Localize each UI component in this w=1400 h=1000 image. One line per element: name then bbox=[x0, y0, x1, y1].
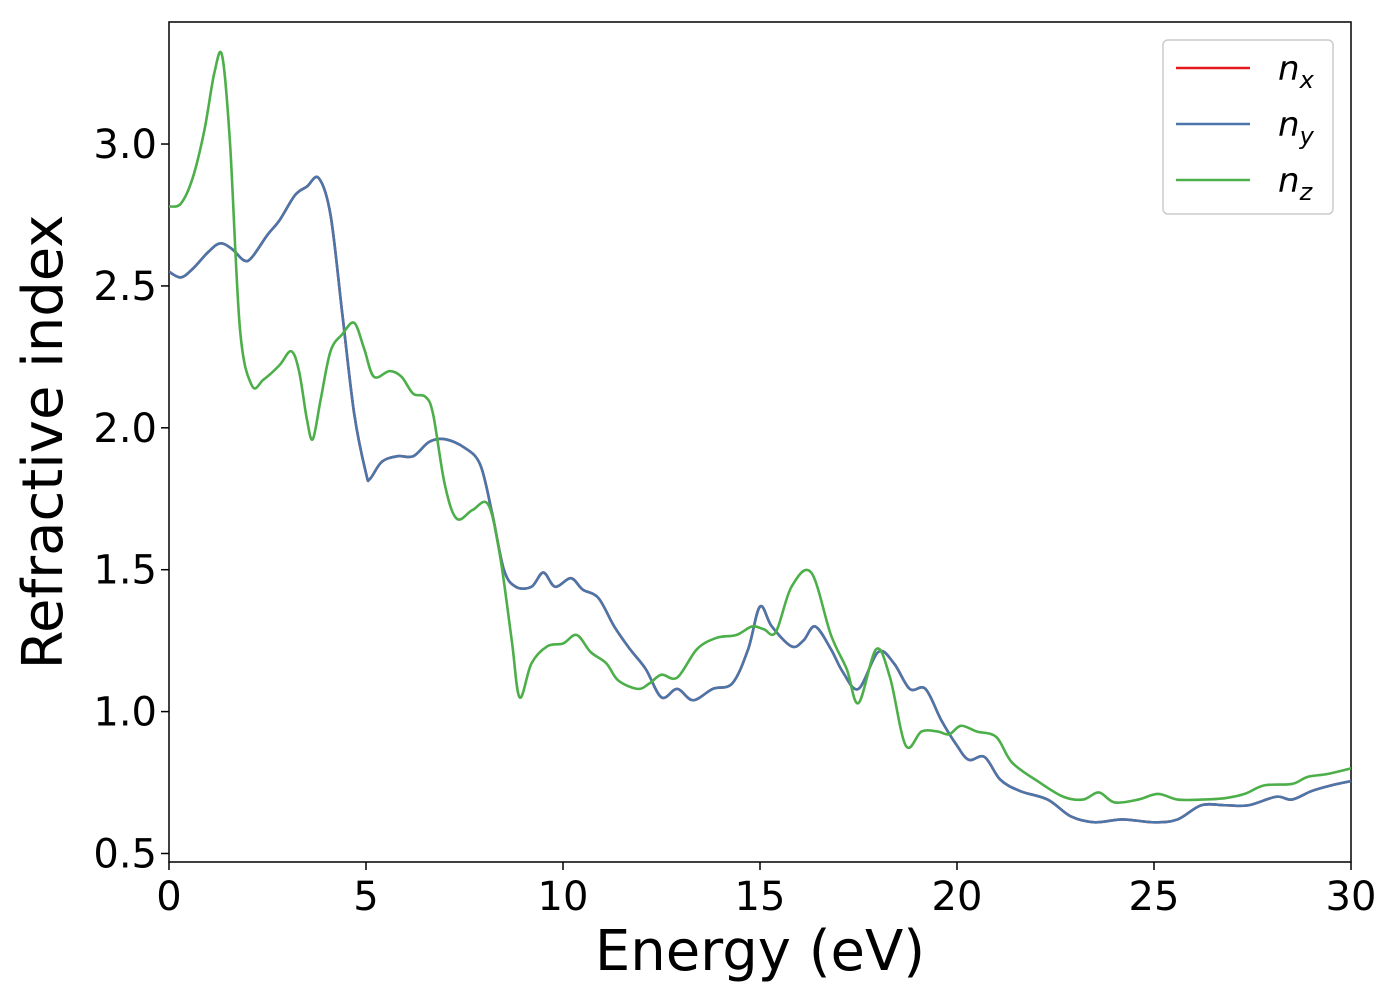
legend-label-n-z: nz bbox=[1278, 161, 1314, 206]
series-line-n-y bbox=[169, 175, 1351, 824]
legend-label-n-y: ny bbox=[1278, 105, 1315, 150]
x-tick-label: 0 bbox=[156, 874, 181, 920]
y-axis-title: Refractive index bbox=[11, 215, 76, 670]
x-tick-label: 5 bbox=[353, 874, 378, 920]
x-tick-label: 20 bbox=[932, 874, 983, 920]
x-tick-label: 15 bbox=[735, 874, 786, 920]
series-line-n-z bbox=[169, 50, 1351, 804]
series-lines bbox=[169, 50, 1351, 824]
x-tick-label: 10 bbox=[538, 874, 589, 920]
y-axis: 0.5 1.0 1.5 2.0 2.5 3.0 bbox=[93, 122, 169, 877]
y-tick-label: 1.0 bbox=[93, 690, 157, 736]
y-tick-label: 1.5 bbox=[93, 548, 157, 594]
x-axis-title: Energy (eV) bbox=[595, 919, 925, 984]
legend-label-n-x: nx bbox=[1278, 49, 1315, 94]
y-tick-label: 3.0 bbox=[93, 122, 157, 168]
x-tick-label: 30 bbox=[1326, 874, 1377, 920]
y-tick-label: 2.0 bbox=[93, 406, 157, 452]
x-tick-label: 25 bbox=[1129, 874, 1180, 920]
plot-area bbox=[168, 21, 1352, 863]
y-tick-label: 0.5 bbox=[93, 831, 157, 877]
y-tick-label: 2.5 bbox=[93, 264, 157, 310]
legend-box bbox=[1162, 39, 1334, 215]
x-axis: 0 5 10 15 20 25 30 bbox=[156, 862, 1376, 920]
legend: nx ny nz bbox=[1162, 39, 1334, 215]
